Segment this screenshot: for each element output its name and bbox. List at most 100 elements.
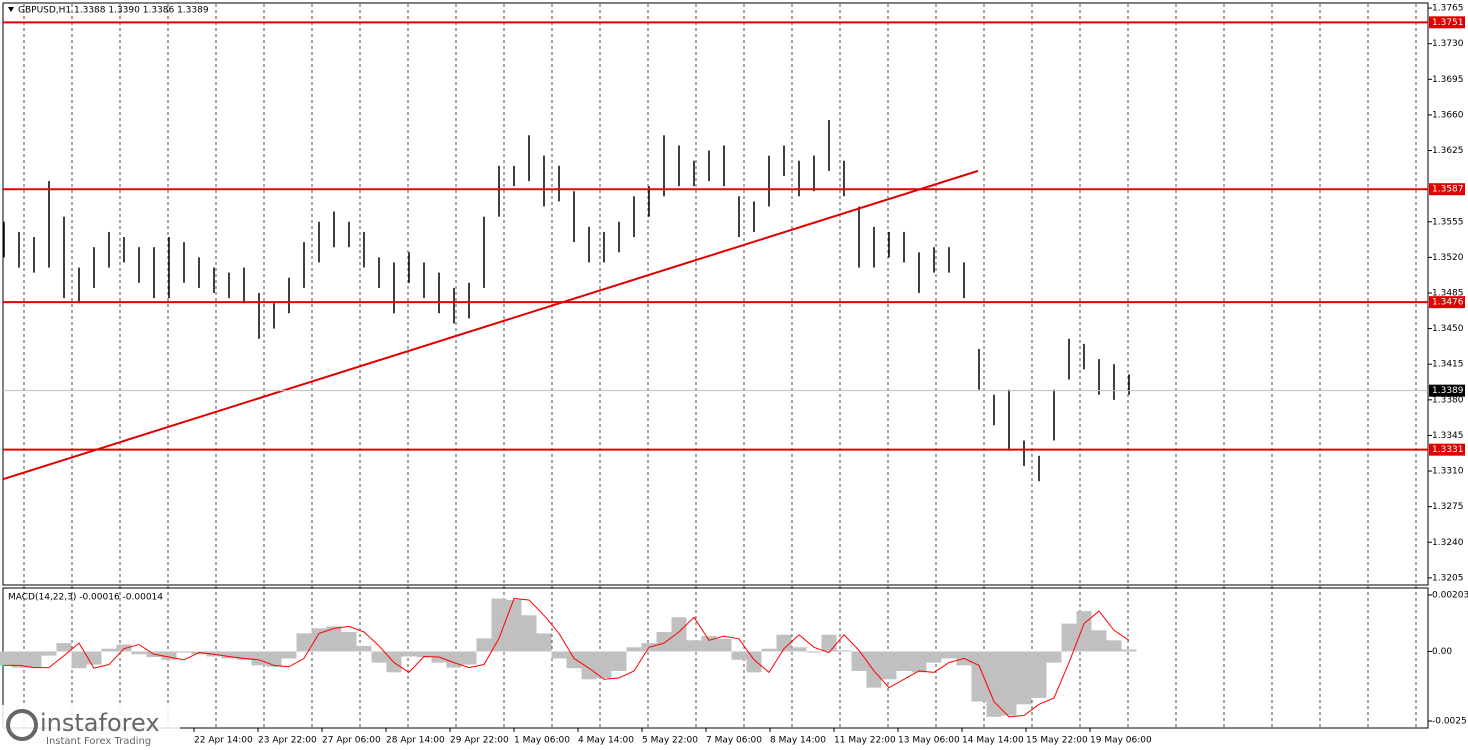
logo: instaforex Instant Forex Trading [0,705,180,750]
level-label: 1.3331 [1432,445,1464,455]
y-tick-label: 1.3555 [1432,217,1464,227]
y-tick-label: 1.3415 [1432,360,1464,370]
level-label: 1.3476 [1432,298,1464,308]
macd-histogram-bar [506,599,522,652]
macd-histogram-bar [761,648,777,652]
macd-histogram-bar [701,636,717,652]
y-tick-label: -0.0025 [1432,717,1467,727]
y-tick-label: 1.3520 [1432,253,1464,263]
macd-histogram-bar [926,651,942,663]
x-tick-label: 28 Apr 14:00 [386,736,445,746]
macd-histogram-bar [626,647,642,652]
macd-histogram-bar [41,651,57,656]
macd-histogram-bar [611,651,627,671]
x-tick-label: 11 May 22:00 [834,736,896,746]
macd-histogram-bar [266,651,282,667]
x-tick-label: 8 May 14:00 [770,736,826,746]
macd-histogram-bar [491,598,507,652]
macd-histogram-bar [341,631,357,652]
logo-brand: instaforex [40,709,160,737]
macd-histogram-bar [551,651,567,659]
y-tick-label: 1.3310 [1432,467,1464,477]
y-tick-label: 1.3240 [1432,538,1464,548]
y-tick-label: 1.3625 [1432,146,1464,156]
macd-histogram-bar [836,650,852,652]
macd-histogram-bar [131,651,147,655]
macd-histogram-bar [521,615,537,652]
x-tick-label: 7 May 06:00 [706,736,762,746]
x-tick-label: 14 May 14:00 [962,736,1024,746]
macd-histogram-bar [821,634,837,652]
macd-histogram-bar [71,651,87,669]
y-tick-label: 1.3695 [1432,75,1464,85]
macd-histogram-bar [86,651,102,665]
macd-histogram-bar [1016,651,1032,705]
macd-histogram-bar [1091,630,1107,652]
trend-line [2,169,979,481]
macd-histogram-bar [971,651,987,702]
logo-tagline: Instant Forex Trading [46,736,151,747]
x-tick-label: 29 Apr 22:00 [450,736,509,746]
vertical-grid [23,4,1417,727]
macd-histogram-bar [251,651,267,666]
macd-histogram-bar [476,638,492,652]
macd-histogram-bar [911,651,927,673]
macd-histogram-bar [1031,651,1047,698]
menu-arrow [8,7,14,12]
x-tick-label: 1 May 06:00 [514,736,570,746]
last-price-box [1429,384,1465,397]
macd-histogram-bar [56,643,72,652]
level-label: 1.3751 [1432,18,1464,28]
macd-histogram-bar [326,626,342,652]
macd-histogram-bar [416,651,432,658]
y-tick-label: 1.3275 [1432,502,1464,512]
x-tick-label: 4 May 14:00 [578,736,634,746]
macd-title: MACD(14,22,3) -0.00016 -0.00014 [8,593,163,603]
macd-histogram-bar [731,651,747,660]
macd-histogram-bar [1121,649,1137,652]
y-tick-label: 0.00 [1432,647,1452,657]
macd-histogram-bar [236,651,252,660]
level-box [1429,183,1465,196]
macd-panel [2,587,1429,729]
macd-histogram-bar [881,651,897,680]
macd-histogram-bar [161,651,177,660]
x-tick-label: 13 May 06:00 [898,736,960,746]
macd-histogram-bar [686,640,702,652]
macd-histogram-bar [176,651,192,653]
x-tick-label: 5 May 22:00 [642,736,698,746]
x-tick-label: 15 May 22:00 [1026,736,1088,746]
macd-histogram-bar [536,633,552,652]
macd-histogram-bar [1046,651,1062,663]
macd-histogram-bar [281,651,297,659]
macd-histogram-bar [1001,651,1017,716]
macd-histogram-bar [716,638,732,652]
price-panel [2,2,1429,586]
y-tick-label: 1.3765 [1432,4,1464,14]
logo-icon [6,709,38,741]
macd-histogram-bar [401,651,417,657]
macd-histogram-bar [941,651,957,659]
y-tick-label: 1.3345 [1432,431,1464,441]
y-tick-label: 1.3450 [1432,324,1464,334]
macd-histogram-bar [896,651,912,671]
macd-histogram-bar [11,651,27,668]
macd-histogram-bar [851,651,867,671]
macd-histogram-bar [1106,640,1122,652]
y-tick-label: 1.3730 [1432,39,1464,49]
level-box [1429,296,1465,309]
macd-histogram-bar [776,634,792,652]
level-box [1429,443,1465,456]
macd-histogram-bar [866,651,882,688]
macd-histogram-bar [596,651,612,678]
x-tick-label: 22 Apr 14:00 [194,736,253,746]
macd-histogram-bar [116,644,132,652]
macd-histogram-bar [581,651,597,680]
x-tick-label: 19 May 06:00 [1090,736,1152,746]
macd-histogram-bar [986,651,1002,717]
macd-histogram-bar [356,645,372,652]
chart-title: GBPUSD,H1 1.3388 1.3390 1.3386 1.3389 [18,6,209,16]
macd-histogram-bar [0,651,12,666]
macd-histogram-bar [1076,611,1092,652]
y-tick-label: 1.3380 [1432,395,1464,405]
